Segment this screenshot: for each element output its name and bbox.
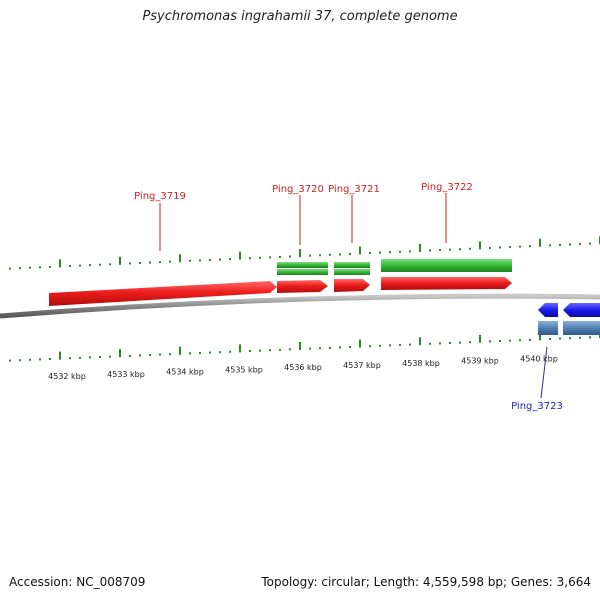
genome-summary-text: Topology: circular; Length: 4,559,598 bp… xyxy=(261,575,591,589)
scale-labels: 4532 kbp 4533 kbp 4534 kbp 4535 kbp 4536 kbp… xyxy=(48,354,558,381)
scale-label: 4533 kbp xyxy=(107,370,145,379)
reverse-gene-track xyxy=(538,303,600,335)
scale-label: 4538 kbp xyxy=(402,359,440,368)
forward-feature-track xyxy=(277,259,512,275)
scale-label: 4540 kbp xyxy=(520,354,558,363)
scale-label: 4534 kbp xyxy=(166,368,204,377)
scale-label: 4537 kbp xyxy=(343,361,381,370)
gene-arrow-ping-3722[interactable] xyxy=(381,277,512,290)
forward-gene-track xyxy=(49,277,512,306)
scale-label: 4539 kbp xyxy=(461,357,499,366)
gene-label-leaders xyxy=(159,193,548,399)
outer-tick-ring xyxy=(9,236,600,270)
gene-arrow-ping-3723[interactable] xyxy=(538,303,558,317)
feature-block[interactable] xyxy=(334,262,370,268)
scale-label: 4535 kbp xyxy=(225,365,263,374)
gene-arrow-ping-3721[interactable] xyxy=(334,279,370,292)
gene-arrow-ping-3720[interactable] xyxy=(277,280,328,293)
feature-block[interactable] xyxy=(277,262,328,268)
scale-label: 4536 kbp xyxy=(284,363,322,372)
accession-text: Accession: NC_008709 xyxy=(9,575,146,589)
genome-backbone xyxy=(0,293,600,319)
feature-block[interactable] xyxy=(538,321,558,335)
scale-label: 4532 kbp xyxy=(48,372,86,381)
genome-title: Psychromonas ingrahamii 37, complete gen… xyxy=(142,9,458,24)
gene-label[interactable]: Ping_3722 xyxy=(421,182,473,193)
gene-label[interactable]: Ping_3723 xyxy=(511,401,563,412)
gene-label[interactable]: Ping_3721 xyxy=(328,184,380,195)
feature-block[interactable] xyxy=(334,269,370,275)
gene-arrow-ping-3719[interactable] xyxy=(49,281,277,306)
gene-arrow-reverse[interactable] xyxy=(563,303,600,317)
gene-label[interactable]: Ping_3719 xyxy=(134,191,186,202)
gene-labels: Ping_3719 Ping_3720 Ping_3721 Ping_3722 … xyxy=(134,182,563,412)
inner-tick-ring xyxy=(9,330,600,362)
gene-label[interactable]: Ping_3720 xyxy=(272,184,324,195)
feature-block[interactable] xyxy=(563,321,600,335)
feature-block[interactable] xyxy=(381,259,512,272)
feature-block[interactable] xyxy=(277,269,328,275)
